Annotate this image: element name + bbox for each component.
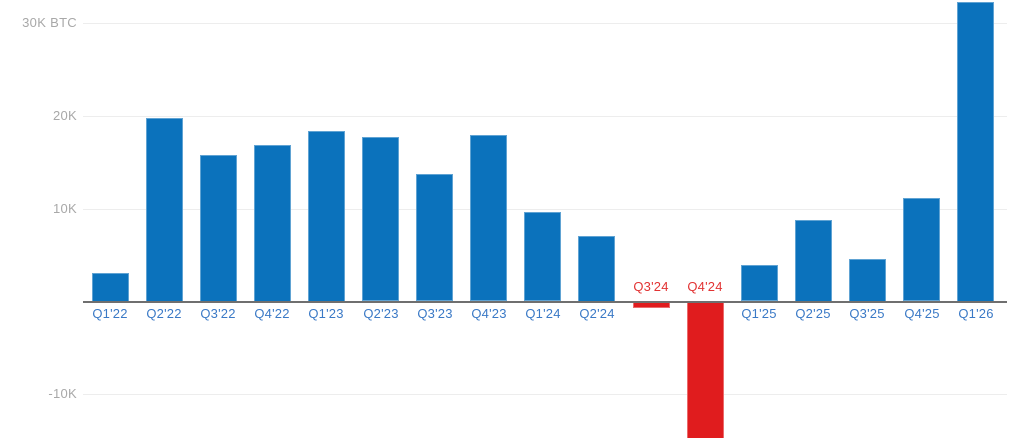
gridline [83, 394, 1007, 395]
x-axis-label: Q3'25 [849, 306, 885, 321]
bar[interactable] [308, 131, 345, 302]
bar[interactable] [470, 135, 507, 301]
x-axis-label: Q1'23 [308, 306, 344, 321]
bar[interactable] [795, 220, 832, 302]
x-axis-label: Q4'23 [471, 306, 507, 321]
x-axis-label: Q1'24 [525, 306, 561, 321]
gridline [83, 23, 1007, 24]
bar[interactable] [687, 302, 724, 438]
bar[interactable] [254, 145, 291, 302]
x-axis-label: Q2'22 [146, 306, 182, 321]
bar[interactable] [849, 259, 886, 302]
y-axis-tick-label: 10K [52, 201, 77, 216]
bar[interactable] [633, 302, 670, 308]
x-axis-label: Q4'22 [254, 306, 290, 321]
y-axis-tick-label: -10K [48, 386, 77, 401]
x-axis-label: Q3'22 [200, 306, 236, 321]
x-axis-label: Q1'22 [92, 306, 128, 321]
x-axis-label: Q3'23 [417, 306, 453, 321]
y-axis-tick-label: 30K BTC [22, 15, 77, 30]
gridline [83, 116, 1007, 117]
x-axis-label: Q1'25 [741, 306, 777, 321]
bar[interactable] [957, 2, 994, 302]
bar[interactable] [578, 236, 615, 302]
bar[interactable] [903, 198, 940, 301]
x-axis-label: Q2'24 [579, 306, 615, 321]
x-axis-baseline [83, 301, 1007, 303]
x-axis-label: Q4'24 [687, 279, 723, 294]
bar[interactable] [146, 118, 183, 302]
bar[interactable] [741, 265, 778, 301]
x-axis-label: Q4'25 [904, 306, 940, 321]
y-axis-tick-label: 20K [52, 108, 77, 123]
gridline [83, 209, 1007, 210]
bar[interactable] [362, 137, 399, 301]
x-axis-label: Q1'26 [958, 306, 994, 321]
bar[interactable] [416, 174, 453, 301]
x-axis-label: Q2'23 [363, 306, 399, 321]
x-axis-label: Q2'25 [795, 306, 831, 321]
bar[interactable] [92, 273, 129, 302]
bar[interactable] [200, 155, 237, 302]
x-axis-label: Q3'24 [633, 279, 669, 294]
bar[interactable] [524, 212, 561, 301]
